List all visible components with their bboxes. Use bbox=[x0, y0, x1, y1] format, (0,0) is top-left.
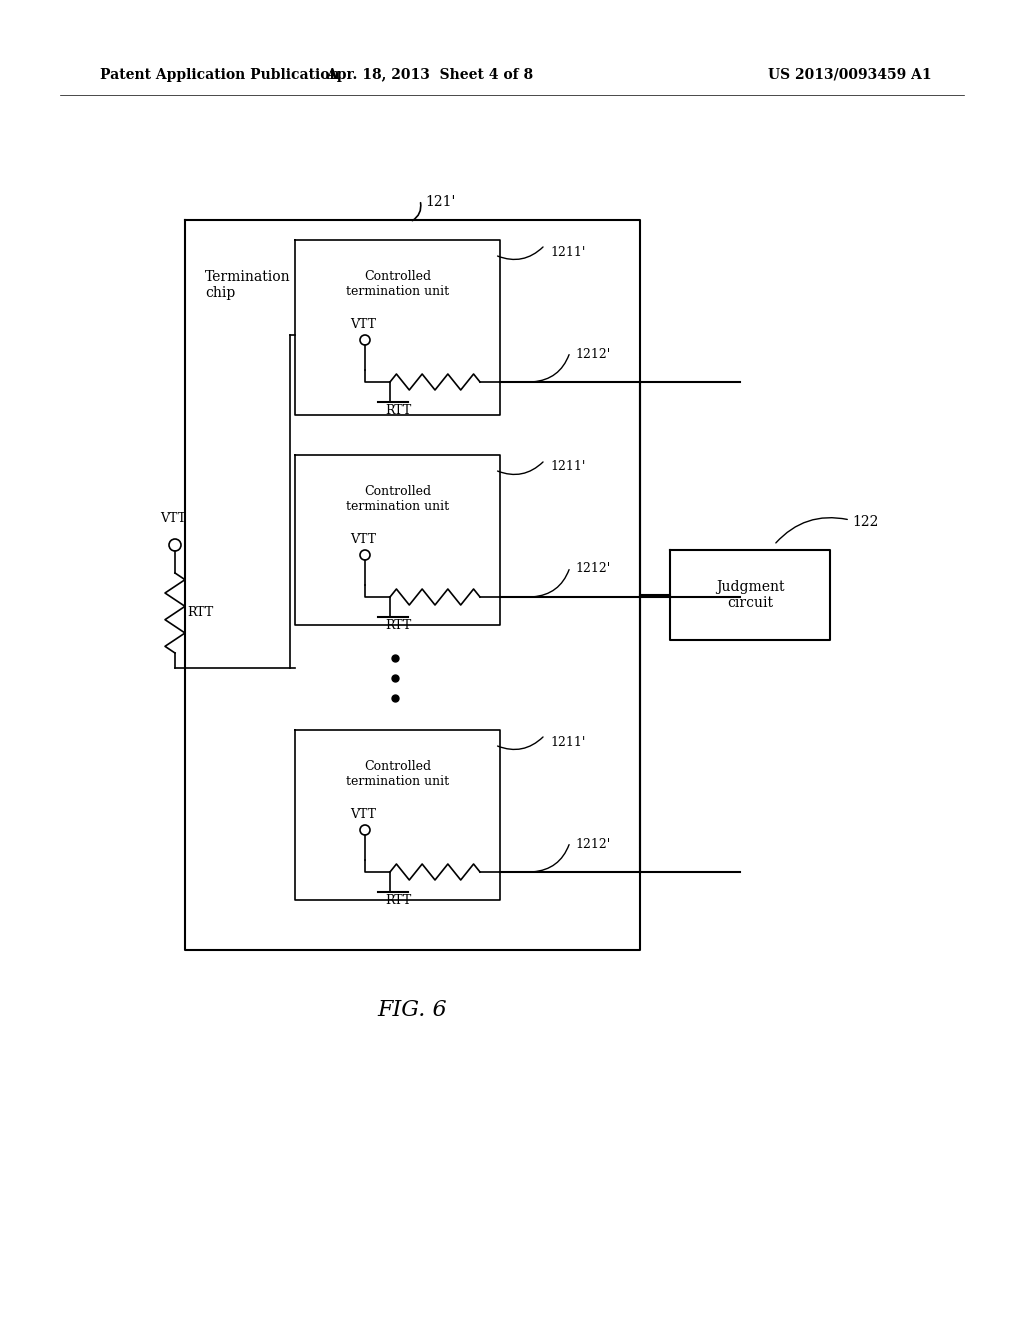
Text: Patent Application Publication: Patent Application Publication bbox=[100, 69, 340, 82]
Text: FIG. 6: FIG. 6 bbox=[377, 999, 446, 1020]
Text: RTT: RTT bbox=[187, 606, 213, 619]
Text: Controlled
termination unit: Controlled termination unit bbox=[346, 484, 450, 513]
Text: RTT: RTT bbox=[385, 404, 412, 417]
Text: 1211': 1211' bbox=[550, 246, 586, 259]
Text: VTT: VTT bbox=[350, 808, 376, 821]
Text: VTT: VTT bbox=[350, 533, 376, 546]
Text: 1212': 1212' bbox=[575, 837, 610, 850]
Text: 1211': 1211' bbox=[550, 735, 586, 748]
Text: VTT: VTT bbox=[160, 512, 186, 525]
Text: US 2013/0093459 A1: US 2013/0093459 A1 bbox=[768, 69, 932, 82]
Text: 121': 121' bbox=[425, 195, 456, 209]
Text: 1212': 1212' bbox=[575, 562, 610, 576]
Text: 122: 122 bbox=[852, 515, 879, 529]
Text: RTT: RTT bbox=[385, 894, 412, 907]
Text: RTT: RTT bbox=[385, 619, 412, 632]
Text: 1212': 1212' bbox=[575, 347, 610, 360]
Text: 1211': 1211' bbox=[550, 461, 586, 474]
Text: Controlled
termination unit: Controlled termination unit bbox=[346, 271, 450, 298]
Text: Apr. 18, 2013  Sheet 4 of 8: Apr. 18, 2013 Sheet 4 of 8 bbox=[327, 69, 534, 82]
Text: Judgment
circuit: Judgment circuit bbox=[716, 579, 784, 610]
Text: VTT: VTT bbox=[350, 318, 376, 331]
Text: Controlled
termination unit: Controlled termination unit bbox=[346, 760, 450, 788]
Text: Termination
chip: Termination chip bbox=[205, 271, 291, 300]
